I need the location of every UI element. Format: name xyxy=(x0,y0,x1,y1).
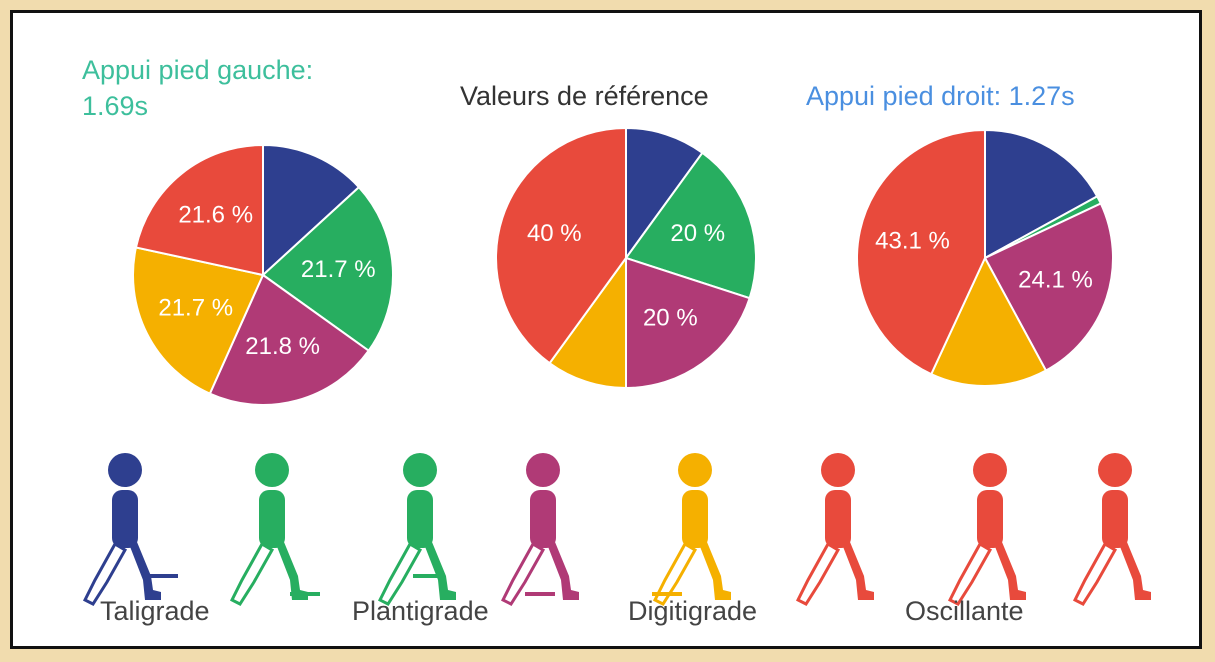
phase-tick xyxy=(652,592,682,596)
slice-label: 43.1 % xyxy=(875,227,950,254)
pie-slice xyxy=(495,126,627,365)
pie-slice xyxy=(261,185,394,353)
pie-slice xyxy=(208,273,371,406)
pie-slice xyxy=(856,128,986,376)
walker-icon xyxy=(501,451,581,606)
phase-tick xyxy=(525,592,555,596)
phase-label: Oscillante xyxy=(905,596,1024,626)
phase-tick xyxy=(148,574,178,578)
chart-title: Appui pied droit: 1.27s xyxy=(806,81,1075,111)
phase-label: Plantigrade xyxy=(352,596,489,626)
phase-tick xyxy=(413,574,443,578)
pie-slice xyxy=(624,151,757,300)
phase-label: Digitigrade xyxy=(628,596,758,626)
slice-label: 20 % xyxy=(643,304,698,331)
pie-slice xyxy=(262,143,361,278)
phase-label: Taligrade xyxy=(100,596,210,626)
walker-icon xyxy=(83,451,163,606)
chart-title: Valeurs de référence xyxy=(460,81,709,111)
slice-label: 21.8 % xyxy=(245,333,320,360)
slice-label: 21.7 % xyxy=(158,294,233,321)
slice-label: 21.6 % xyxy=(178,202,253,229)
slice-label: 21.7 % xyxy=(301,256,376,283)
pie-slice xyxy=(132,246,265,395)
slice-label: 24.1 % xyxy=(1018,267,1093,294)
walker-icon xyxy=(1073,451,1153,606)
slice-label: 40 % xyxy=(527,220,582,247)
walker-icon xyxy=(796,451,876,606)
chart-title: Appui pied gauche: 1.69s xyxy=(82,55,314,121)
walker-icon xyxy=(948,451,1028,606)
walker-icon xyxy=(653,451,733,606)
pie-slice xyxy=(929,255,1048,387)
walker-icon xyxy=(230,451,310,606)
slice-label: 20 % xyxy=(670,220,725,247)
walkers xyxy=(83,451,1153,606)
pie-slice xyxy=(625,126,704,262)
pie-slice xyxy=(134,143,264,277)
phase-tick xyxy=(290,592,320,596)
walker-icon xyxy=(378,451,458,606)
pie-slice xyxy=(625,256,751,390)
pie-slice xyxy=(548,254,627,390)
pie-slice xyxy=(983,202,1114,372)
pie-slice xyxy=(984,128,1099,260)
